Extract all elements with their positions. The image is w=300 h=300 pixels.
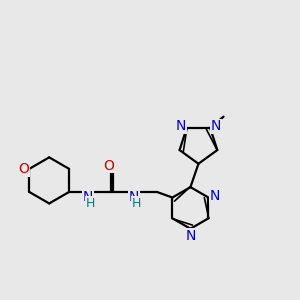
Text: H: H [132, 196, 141, 210]
Text: N: N [176, 119, 186, 133]
Text: N: N [83, 190, 93, 204]
Text: N: N [210, 189, 220, 203]
Text: H: H [85, 196, 95, 210]
Text: N: N [129, 190, 139, 204]
Text: N: N [185, 229, 196, 243]
Text: N: N [211, 119, 221, 133]
Text: O: O [103, 159, 114, 173]
Text: O: O [18, 162, 29, 176]
